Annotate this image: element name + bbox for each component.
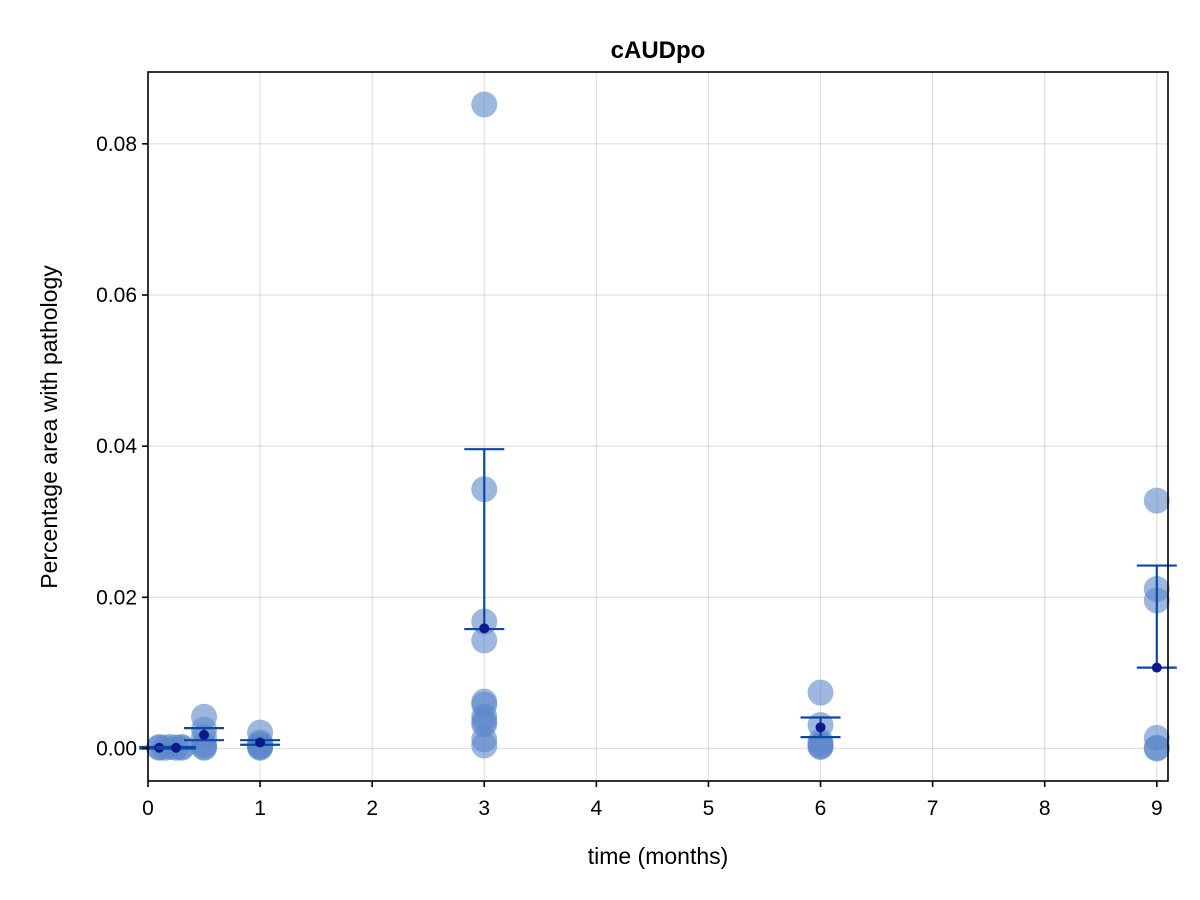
y-tick-label: 0.06	[96, 284, 137, 307]
x-tick-label: 6	[815, 797, 827, 820]
x-tick-label: 8	[1039, 797, 1051, 820]
data-point	[1143, 735, 1170, 762]
error-bar	[240, 737, 281, 748]
data-point	[807, 733, 834, 760]
y-tick-label: 0.00	[96, 737, 137, 760]
chart-title: cAUDpo	[611, 37, 706, 64]
mean-marker	[479, 623, 490, 634]
x-tick-label: 1	[254, 797, 266, 820]
grid	[147, 72, 1168, 781]
x-tick-label: 3	[478, 797, 490, 820]
y-tick-label: 0.08	[96, 133, 137, 156]
x-tick-label: 0	[142, 797, 154, 820]
x-tick-label: 7	[927, 797, 939, 820]
error-bar	[184, 726, 225, 742]
y-axis-label: Percentage area with pathology	[36, 265, 62, 589]
data-points	[146, 91, 1170, 762]
error-bar	[464, 448, 505, 634]
data-point	[471, 732, 498, 759]
mean-marker	[171, 742, 182, 753]
x-tick-label: 5	[703, 797, 715, 820]
x-axis-ticks: 0 1 2 3 4 5 6 7 8 9	[142, 781, 1163, 820]
mean-marker	[199, 729, 210, 740]
plot-frame	[147, 71, 1169, 782]
mean-marker	[815, 722, 826, 733]
y-tick-label: 0.04	[96, 435, 137, 458]
error-bar	[156, 742, 197, 753]
error-bar	[800, 716, 841, 739]
mean-marker	[1151, 662, 1162, 673]
x-axis-label: time (months)	[588, 843, 729, 869]
error-bars	[139, 448, 1177, 753]
x-tick-label: 2	[366, 797, 378, 820]
x-tick-label: 9	[1151, 797, 1163, 820]
error-bar	[1136, 564, 1177, 673]
data-point	[1143, 487, 1170, 514]
x-tick-label: 4	[591, 797, 603, 820]
y-tick-label: 0.02	[96, 586, 137, 609]
mean-marker	[255, 737, 266, 748]
y-axis-ticks: 0.00 0.02 0.04 0.06 0.08	[96, 133, 148, 760]
data-point	[471, 91, 498, 118]
data-point	[471, 627, 498, 654]
data-point	[807, 679, 834, 706]
